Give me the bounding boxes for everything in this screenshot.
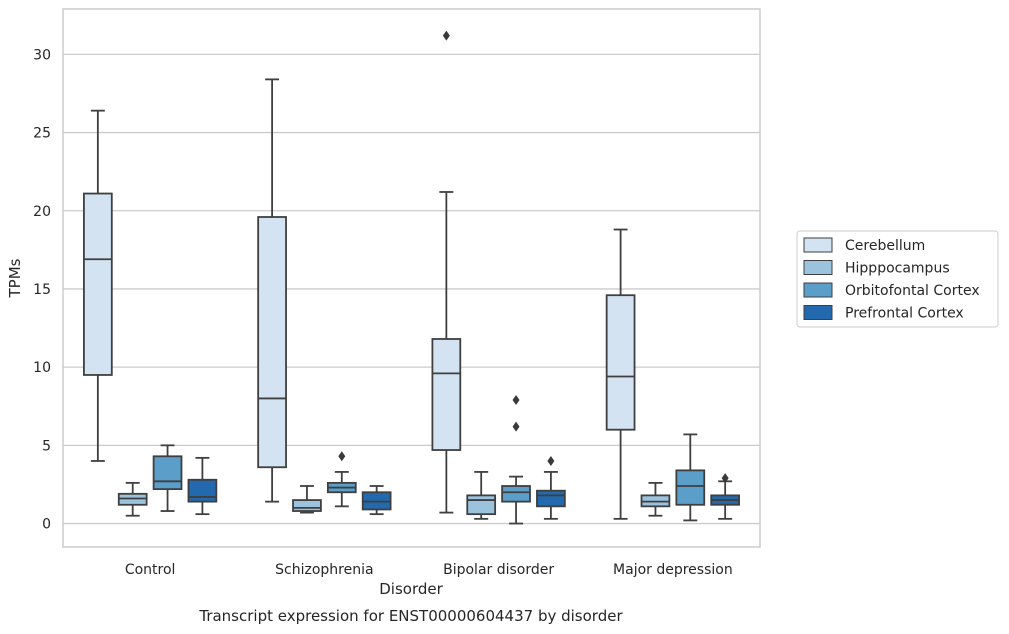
box-iqr <box>605 294 636 431</box>
y-tick-label: 10 <box>33 360 51 376</box>
legend-swatch <box>803 260 833 275</box>
box-orbitofontal-cortex <box>675 433 706 522</box>
box-hipppocampus <box>117 481 148 517</box>
legend-frame <box>796 230 999 328</box>
box-orbitofontal-cortex <box>501 394 531 525</box>
box-cerebellum <box>83 109 113 462</box>
legend-label: Hipppocampus <box>845 261 950 277</box>
legend: Cerebellum Hipppocampus Orbitofontal Corte… <box>796 230 999 328</box>
gridlines <box>63 53 760 525</box>
box-cerebellum <box>431 30 462 514</box>
box-iqr <box>152 455 183 491</box>
plot-area-frame <box>62 8 761 548</box>
box-orbitofontal-cortex <box>152 444 183 512</box>
box-cerebellum <box>605 228 636 520</box>
y-axis-label: TPMs <box>6 258 24 298</box>
legend-label: Orbitofontal Cortex <box>845 283 980 299</box>
outlier-point <box>547 455 555 466</box>
box-prefrontal-cortex <box>536 455 566 520</box>
box-prefrontal-cortex <box>361 485 392 516</box>
box-prefrontal-cortex <box>710 473 740 520</box>
box-iqr <box>431 338 462 451</box>
outlier-point <box>512 421 520 432</box>
box-iqr <box>536 489 566 508</box>
outlier-point <box>338 451 346 462</box>
box-iqr <box>501 485 531 503</box>
y-tick-labels: 0 5 10 15 20 25 30 <box>33 47 51 532</box>
box-layer <box>83 30 740 525</box>
legend-label: Prefrontal Cortex <box>845 306 964 322</box>
x-axis-label: Disorder <box>379 580 443 598</box>
y-tick-label: 20 <box>33 204 51 220</box>
legend-swatch <box>803 305 833 320</box>
box-iqr <box>187 478 218 503</box>
legend-swatch <box>803 282 833 298</box>
x-tick-label: Schizophrenia <box>275 562 373 578</box>
y-tick-label: 5 <box>42 438 51 454</box>
y-tick-label: 25 <box>33 126 51 142</box>
legend-label: Cerebellum <box>845 238 925 254</box>
box-iqr <box>466 494 497 516</box>
outlier-point <box>442 30 450 41</box>
x-tick-labels: Control Schizophrenia Bipolar disorder Majo… <box>125 562 733 578</box>
box-hipppocampus <box>292 485 322 514</box>
box-iqr <box>292 499 322 512</box>
x-tick-label: Control <box>125 562 176 578</box>
chart-caption: Transcript expression for ENST0000060443… <box>198 607 623 625</box>
box-orbitofontal-cortex <box>326 451 357 508</box>
box-hipppocampus <box>640 481 671 517</box>
y-tick-label: 30 <box>33 47 51 63</box>
x-tick-label: Major depression <box>613 562 733 578</box>
box-iqr <box>83 192 113 376</box>
outlier-point <box>512 394 520 405</box>
box-iqr <box>257 216 287 469</box>
y-tick-label: 0 <box>42 517 51 533</box>
outlier-point <box>721 473 729 484</box>
y-tick-label: 15 <box>33 282 51 298</box>
box-cerebellum <box>257 78 287 503</box>
box-prefrontal-cortex <box>187 456 218 516</box>
x-tick-label: Bipolar disorder <box>443 562 554 578</box>
box-hipppocampus <box>466 471 497 520</box>
legend-swatch <box>803 237 833 253</box>
box-iqr <box>675 469 706 506</box>
